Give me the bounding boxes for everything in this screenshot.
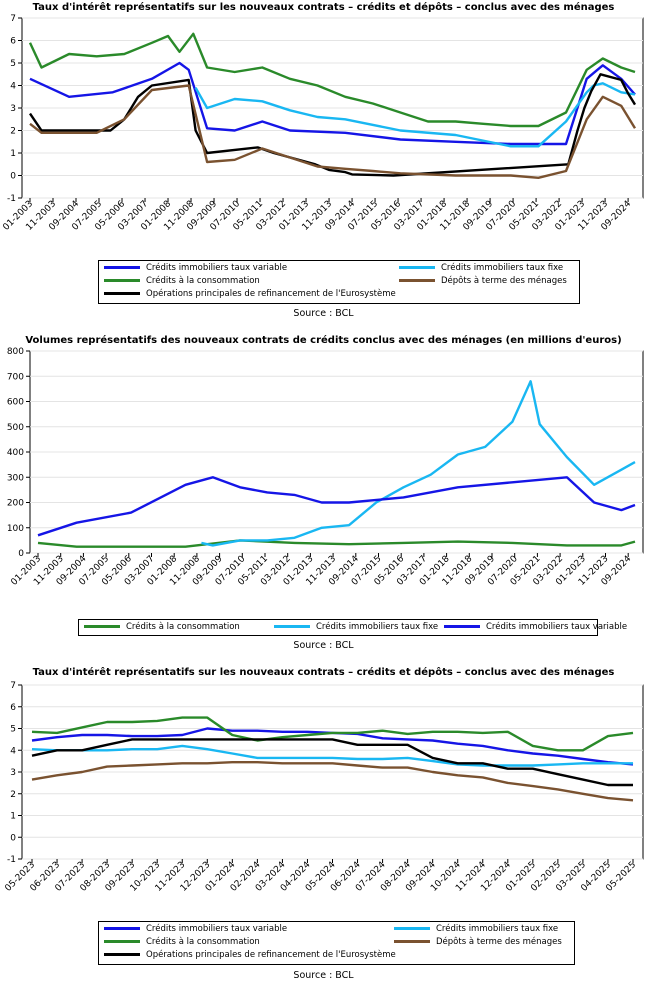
legend-item: Crédits à la consommation bbox=[104, 937, 260, 947]
y-tick-label: 3 bbox=[10, 104, 16, 114]
legend-item: Dépôts à terme des ménages bbox=[399, 276, 567, 286]
chart2-source: Source : BCL bbox=[293, 640, 354, 651]
legend-item: Crédits immobiliers taux fixe bbox=[399, 263, 563, 273]
legend-label: Crédits immobiliers taux fixe bbox=[316, 622, 439, 632]
legend-swatch bbox=[399, 279, 435, 282]
series-line-depots-a-terme-des-menages bbox=[31, 760, 634, 802]
y-tick-label: 800 bbox=[7, 347, 24, 357]
legend-item: Crédits à la consommation bbox=[104, 276, 260, 286]
y-tick-label: 5 bbox=[10, 59, 16, 69]
legend-label: Dépôts à terme des ménages bbox=[436, 937, 562, 947]
legend-swatch bbox=[104, 927, 140, 930]
legend-item: Opérations principales de refinancement … bbox=[104, 950, 396, 960]
y-tick-label: -1 bbox=[7, 855, 16, 865]
legend-swatch bbox=[394, 940, 430, 943]
series-line-credits-a-la-consommation bbox=[37, 539, 636, 548]
legend-swatch bbox=[104, 279, 140, 282]
y-tick-label: 2 bbox=[10, 790, 16, 800]
y-tick-label: 400 bbox=[7, 448, 24, 458]
y-tick-label: 500 bbox=[7, 423, 24, 433]
legend-item: Dépôts à terme des ménages bbox=[394, 937, 562, 947]
legend-swatch bbox=[104, 266, 140, 269]
y-tick-label: 4 bbox=[10, 82, 16, 92]
series-line-operations-principales-de-refinancement-de-l-eurosysteme bbox=[31, 738, 633, 787]
legend-label: Crédits immobiliers taux variable bbox=[146, 263, 288, 273]
chart3-source: Source : BCL bbox=[293, 970, 354, 981]
legend-item: Crédits immobiliers taux variable bbox=[444, 622, 627, 632]
legend-item: Crédits à la consommation bbox=[84, 622, 240, 632]
y-tick-label: 700 bbox=[7, 372, 24, 382]
chart2-legend: Crédits à la consommation Crédits immobi… bbox=[78, 619, 627, 636]
legend-swatch bbox=[104, 953, 140, 956]
y-tick-label: 3 bbox=[10, 768, 16, 778]
series-line-credits-immobiliers-taux-fixe bbox=[201, 380, 636, 547]
y-tick-label: 100 bbox=[7, 524, 24, 534]
legend-label: Opérations principales de refinancement … bbox=[146, 950, 396, 960]
legend-label: Crédits à la consommation bbox=[146, 937, 260, 947]
chart1-source: Source : BCL bbox=[293, 308, 354, 319]
legend-label: Crédits immobiliers taux fixe bbox=[436, 924, 559, 934]
legend-item: Crédits immobiliers taux fixe bbox=[274, 622, 438, 632]
chart1-plot: -10123456701-200311-200309-200407-200505… bbox=[1, 14, 644, 233]
series-line-depots-a-terme-des-menages bbox=[29, 84, 637, 180]
chart3-title: Taux d'intérêt représentatifs sur les no… bbox=[32, 667, 615, 678]
legend-swatch bbox=[399, 266, 435, 269]
y-tick-label: 1 bbox=[10, 149, 16, 159]
chart1-legend: Crédits immobiliers taux variable Crédit… bbox=[98, 260, 580, 304]
series-line-credits-a-la-consommation bbox=[28, 32, 636, 128]
series-line-credits-a-la-consommation bbox=[31, 716, 634, 752]
y-tick-label: 6 bbox=[10, 37, 16, 47]
y-tick-label: -1 bbox=[7, 194, 16, 204]
y-tick-label: 200 bbox=[7, 499, 24, 509]
legend-label: Crédits immobiliers taux variable bbox=[486, 622, 628, 632]
y-tick-label: 4 bbox=[10, 746, 16, 756]
legend-swatch bbox=[394, 927, 430, 930]
y-tick-label: 6 bbox=[10, 703, 16, 713]
legend-item: Crédits immobiliers taux variable bbox=[104, 263, 287, 273]
y-tick-label: 7 bbox=[10, 681, 16, 691]
series-line-credits-immobiliers-taux-fixe bbox=[31, 744, 633, 767]
series-line-operations-principales-de-refinancement-de-l-eurosysteme bbox=[29, 73, 637, 177]
legend-label: Crédits à la consommation bbox=[146, 276, 260, 286]
series-line-credits-immobiliers-taux-variable bbox=[37, 476, 636, 537]
y-tick-label: 1 bbox=[10, 812, 16, 822]
legend-label: Crédits à la consommation bbox=[126, 622, 240, 632]
y-tick-label: 0 bbox=[10, 172, 16, 182]
y-tick-label: 0 bbox=[18, 549, 24, 559]
legend-label: Opérations principales de refinancement … bbox=[146, 289, 396, 299]
chart2-plot: 010020030040050060070080001-200311-20030… bbox=[7, 347, 644, 588]
legend-swatch bbox=[444, 625, 480, 628]
chart3-plot: -10123456705-202306-202307-202308-202309… bbox=[3, 681, 644, 894]
legend-swatch bbox=[104, 940, 140, 943]
y-tick-label: 0 bbox=[10, 833, 16, 843]
series-line-credits-immobiliers-taux-fixe bbox=[194, 82, 636, 148]
chart2-title: Volumes représentatifs des nouveaux cont… bbox=[25, 335, 622, 346]
chart1-title: Taux d'intérêt représentatifs sur les no… bbox=[32, 2, 615, 13]
legend-item: Crédits immobiliers taux variable bbox=[104, 924, 287, 934]
chart3-legend: Crédits immobiliers taux variable Crédit… bbox=[98, 921, 575, 965]
series-line-credits-immobiliers-taux-variable bbox=[29, 61, 636, 146]
legend-swatch bbox=[104, 292, 140, 295]
legend-swatch bbox=[84, 625, 120, 628]
y-tick-label: 300 bbox=[7, 473, 24, 483]
y-tick-label: 600 bbox=[7, 398, 24, 408]
legend-label: Crédits immobiliers taux variable bbox=[146, 924, 288, 934]
y-tick-label: 2 bbox=[10, 127, 16, 137]
legend-swatch bbox=[274, 625, 310, 628]
legend-item: Opérations principales de refinancement … bbox=[104, 289, 396, 299]
legend-label: Crédits immobiliers taux fixe bbox=[441, 263, 564, 273]
legend-label: Dépôts à terme des ménages bbox=[441, 276, 567, 286]
y-tick-label: 5 bbox=[10, 725, 16, 735]
y-tick-label: 7 bbox=[10, 14, 16, 24]
legend-item: Crédits immobiliers taux fixe bbox=[394, 924, 558, 934]
